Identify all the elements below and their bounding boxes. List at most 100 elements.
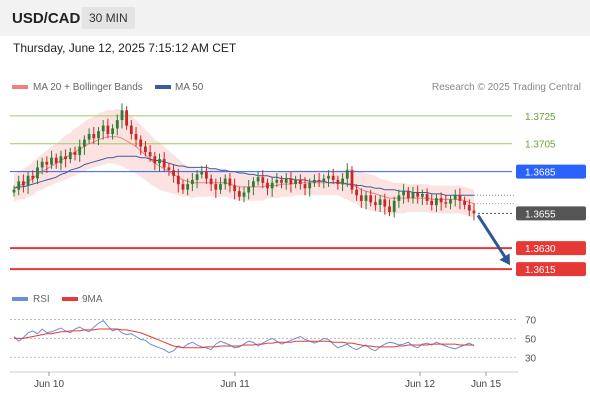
candle-body: [158, 159, 161, 164]
ma20-legend-label: MA 20 + Bollinger Bands: [33, 82, 143, 93]
candle-body: [444, 202, 448, 204]
candle-body: [275, 179, 279, 183]
candle-body: [298, 179, 302, 185]
candle-body: [40, 161, 44, 168]
candle-body: [115, 120, 119, 129]
level-label-1.3685: 1.3685: [525, 168, 556, 179]
candle-body: [402, 191, 405, 196]
candle-body: [421, 193, 424, 197]
candle-body: [83, 139, 86, 147]
candle-body: [219, 184, 222, 190]
candle-body: [181, 184, 185, 190]
candle-body: [472, 210, 476, 214]
price-level-labels: 1.3725 1.3705 1.3685 1.3655 1.3630 1.3615: [516, 112, 586, 277]
candle-body: [106, 125, 110, 134]
candle-body: [233, 185, 236, 192]
candle-body: [64, 156, 67, 160]
candle-body: [449, 199, 452, 204]
candle-body: [256, 177, 260, 182]
candle-body: [430, 200, 434, 205]
candle-body: [252, 181, 255, 187]
rsi-tick-label-30: 30: [525, 353, 537, 364]
candle-body: [392, 200, 396, 212]
copyright-text: Research © 2025 Trading Central: [432, 82, 581, 93]
rsi-ma-legend-label: 9MA: [82, 294, 103, 305]
candle-body: [172, 170, 175, 176]
ma20-legend-swatch: [12, 85, 28, 89]
rsi-legend-swatch: [12, 297, 28, 301]
rsi-tick-label-50: 50: [525, 334, 537, 345]
candle-body: [388, 206, 391, 212]
candle-body: [317, 179, 321, 182]
level-label-1.3725: 1.3725: [525, 112, 556, 123]
rsi-legend-label: RSI: [33, 294, 50, 305]
ma50-legend-label: MA 50: [175, 82, 204, 93]
candle-body: [167, 167, 171, 171]
time-axis: Jun 10 Jun 11 Jun 12 Jun 15: [10, 371, 518, 390]
candle-body: [406, 191, 410, 199]
rsi-legend: RSI 9MA: [12, 294, 103, 305]
candle-body: [425, 193, 429, 201]
rsi-tick-label-70: 70: [525, 316, 537, 327]
candle-body: [378, 199, 382, 205]
candle-body: [78, 146, 82, 155]
candle-body: [284, 178, 288, 183]
candle-body: [331, 175, 335, 180]
candlestick-series: [12, 103, 476, 221]
moving-average-lines: [13, 136, 516, 205]
time-tick-label: Jun 15: [471, 379, 501, 390]
candle-body: [92, 134, 96, 139]
candle-body: [237, 191, 241, 197]
candle-body: [68, 152, 72, 160]
candle-body: [345, 170, 349, 179]
rsi-ma-line: [14, 328, 474, 349]
candle-body: [322, 178, 326, 182]
level-tag-1.3615: [516, 262, 586, 277]
candle-body: [294, 179, 297, 185]
ma50-legend-swatch: [155, 85, 171, 89]
candle-body: [101, 125, 105, 132]
candle-body: [186, 184, 190, 190]
candle-body: [200, 171, 204, 175]
level-label-1.3615: 1.3615: [525, 265, 556, 276]
level-label-1.3705: 1.3705: [525, 140, 556, 151]
candle-body: [153, 156, 157, 164]
candle-body: [87, 134, 91, 140]
candle-body: [148, 152, 152, 157]
candle-body: [17, 181, 21, 190]
timeframe-badge[interactable]: 30 MIN: [82, 7, 135, 29]
price-levels: [10, 115, 512, 271]
candle-body: [36, 167, 39, 179]
chart-header: USD/CAD 30 MIN: [0, 0, 590, 36]
candle-body: [129, 125, 133, 134]
candle-body: [435, 198, 438, 206]
candle-body: [336, 179, 340, 185]
candle-body: [261, 177, 265, 183]
candle-body: [308, 182, 312, 189]
candle-body: [289, 178, 293, 185]
candle-body: [266, 182, 269, 189]
time-tick-label: Jun 12: [405, 379, 435, 390]
rsi-ma-legend-swatch: [62, 297, 78, 301]
symbol-title: USD/CAD: [12, 10, 81, 27]
rsi-line: [13, 319, 475, 354]
time-tick-label: Jun 11: [220, 379, 250, 390]
candle-body: [350, 170, 354, 190]
candle-body: [54, 157, 58, 164]
level-label-1.3655: 1.3655: [525, 209, 556, 220]
level-label-1.3630: 1.3630: [525, 244, 556, 255]
candle-body: [242, 192, 246, 197]
candle-body: [50, 157, 53, 165]
candle-body: [59, 156, 63, 164]
candle-body: [22, 181, 25, 186]
candle-body: [416, 192, 420, 197]
candle-body: [463, 200, 466, 205]
candle-body: [45, 161, 49, 165]
candle-body: [369, 195, 373, 203]
candle-body: [313, 179, 316, 183]
candle-body: [12, 189, 16, 193]
candle-body: [364, 195, 368, 201]
ma50-line: [13, 155, 474, 196]
main-legend: MA 20 + Bollinger Bands MA 50 Research ©…: [12, 82, 581, 93]
